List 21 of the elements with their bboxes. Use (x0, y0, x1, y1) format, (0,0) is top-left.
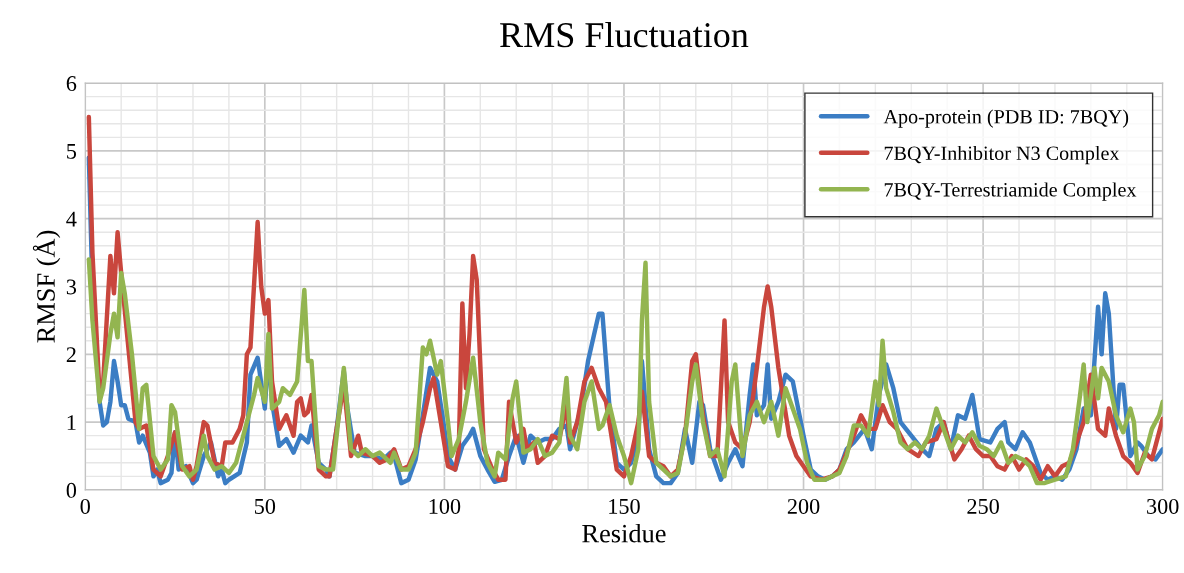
y-tick-label: 3 (66, 279, 77, 295)
y-tick-label: 6 (66, 76, 77, 92)
x-tick-label: 250 (967, 498, 999, 514)
y-tick-label: 1 (67, 415, 76, 430)
y-tick-label: 4 (66, 211, 77, 227)
legend-label: 7BQY-Inhibitor N3 Complex (884, 145, 1120, 165)
legend-label: Apo-protein (PDB ID: 7BQY) (883, 109, 1129, 128)
x-tick-label: 100 (429, 498, 461, 514)
y-tick-label: 2 (66, 347, 76, 363)
y-axis-title: RMSF (Å) (32, 230, 61, 343)
x-axis-title: Residue (582, 523, 666, 543)
x-tick-label: 0 (80, 498, 90, 514)
y-tick-label: 0 (66, 482, 77, 498)
legend-label: 7BQY-Terrestriamide Complex (884, 182, 1137, 201)
x-tick-label: 300 (1147, 498, 1179, 514)
x-tick-label: 50 (255, 498, 276, 514)
x-tick-label: 150 (609, 498, 640, 514)
chart-title: RMS Fluctuation (500, 21, 749, 48)
y-tick-label: 5 (67, 144, 77, 159)
line-series (86, 257, 1163, 486)
x-tick-label: 200 (787, 498, 820, 514)
